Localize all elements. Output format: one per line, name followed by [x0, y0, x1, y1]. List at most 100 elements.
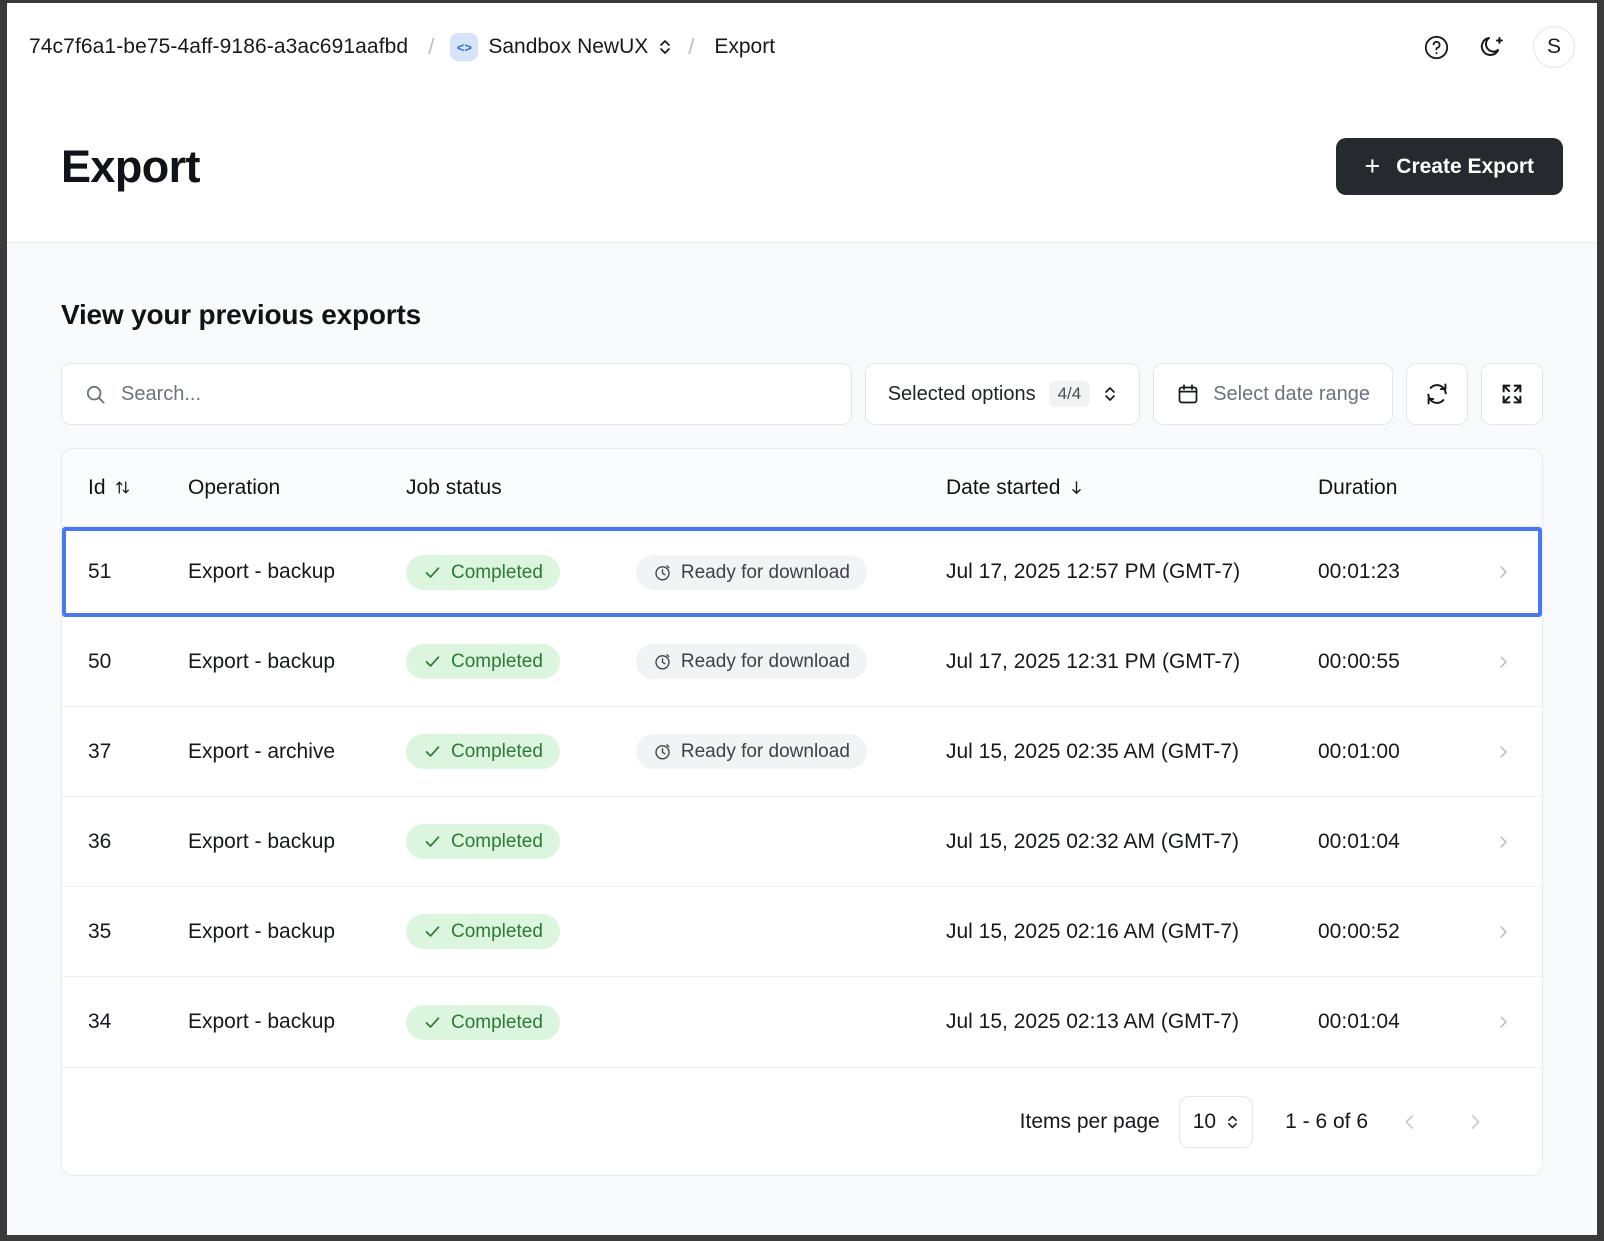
cell-id: 37 [88, 739, 112, 763]
column-header-operation[interactable]: Operation [188, 476, 406, 500]
check-icon [423, 742, 442, 761]
row-chevron-right-icon[interactable] [1494, 743, 1516, 761]
expand-button[interactable] [1481, 363, 1543, 425]
chevron-up-down-icon[interactable] [658, 36, 672, 58]
check-icon [423, 563, 442, 582]
cell-job-status: Completed [406, 824, 946, 859]
cell-date-started: Jul 17, 2025 12:31 PM (GMT-7) [946, 649, 1241, 673]
row-chevron-right-icon[interactable] [1494, 923, 1516, 941]
check-icon [423, 1013, 442, 1032]
exports-table: Id Operation Job status Date started [61, 448, 1543, 1176]
download-badge: Ready for download [635, 644, 867, 679]
page-header: Export + Create Export [7, 91, 1597, 243]
cell-operation: Export - backup [188, 560, 336, 583]
cell-job-status: Completed [406, 914, 946, 949]
column-header-duration[interactable]: Duration [1318, 476, 1516, 500]
column-header-job-status[interactable]: Job status [406, 476, 946, 500]
items-per-page-label: Items per page [1019, 1109, 1160, 1133]
refresh-button[interactable] [1406, 363, 1468, 425]
column-header-date-started-label: Date started [946, 475, 1061, 499]
table-toolbar: Selected options 4/4 Select date range [61, 363, 1543, 425]
status-badge-label: Completed [451, 741, 543, 762]
chevron-left-icon[interactable] [1387, 1099, 1433, 1145]
cell-id: 50 [88, 649, 112, 673]
breadcrumb-separator-2: / [688, 34, 695, 59]
cell-job-status: Completed [406, 1004, 946, 1040]
sort-updown-icon [114, 479, 131, 496]
items-per-page-value: 10 [1192, 1109, 1217, 1133]
create-export-button[interactable]: + Create Export [1335, 138, 1563, 195]
items-per-page-select[interactable]: 10 [1178, 1095, 1254, 1148]
cell-id: 35 [88, 919, 112, 943]
cell-operation: Export - archive [188, 739, 336, 763]
column-header-id[interactable]: Id [88, 476, 188, 500]
cell-duration: 00:00:52 [1318, 919, 1400, 943]
row-chevron-right-icon[interactable] [1494, 1013, 1516, 1031]
chevron-up-down-icon [1226, 1112, 1239, 1132]
create-export-label: Create Export [1396, 154, 1534, 178]
help-circle-icon[interactable] [1421, 32, 1451, 62]
table-row[interactable]: 51 Export - backup Completed Ready for down… [62, 527, 1542, 617]
cell-date-started: Jul 15, 2025 02:16 AM (GMT-7) [946, 919, 1239, 943]
status-badge-label: Completed [451, 651, 543, 672]
cell-duration: 00:01:23 [1318, 560, 1400, 583]
cell-date-started: Jul 15, 2025 02:32 AM (GMT-7) [946, 829, 1239, 853]
table-header-row: Id Operation Job status Date started [62, 449, 1542, 527]
table-row[interactable]: 37 Export - archive Completed Ready for dow… [62, 707, 1542, 797]
chevron-up-down-icon [1103, 383, 1117, 405]
status-badge: Completed [406, 554, 560, 590]
column-header-duration-label: Duration [1318, 475, 1398, 499]
table-row[interactable]: 35 Export - backup Completed Jul 15, 2025 0… [62, 887, 1542, 977]
table-row[interactable]: 50 Export - backup Completed Ready for down… [62, 617, 1542, 707]
download-badge: Ready for download [635, 554, 867, 590]
expand-icon [1499, 381, 1525, 407]
cell-operation: Export - backup [188, 829, 336, 853]
cell-duration: 00:01:04 [1318, 829, 1400, 853]
top-bar: 74c7f6a1-be75-4aff-9186-a3ac691aafbd / <… [7, 3, 1597, 91]
breadcrumb-project[interactable]: <> Sandbox NewUX [450, 33, 672, 61]
cell-operation: Export - backup [188, 1010, 336, 1033]
arrow-down-icon [1068, 479, 1085, 496]
download-badge: Ready for download [635, 734, 867, 769]
cell-job-status: Completed Ready for download [406, 734, 946, 769]
selected-options-dropdown[interactable]: Selected options 4/4 [864, 363, 1141, 425]
clock-icon [653, 563, 672, 582]
date-range-label: Select date range [1213, 382, 1370, 405]
chevron-right-icon[interactable] [1452, 1099, 1498, 1145]
table-row[interactable]: 36 Export - backup Completed Jul 15, 2025 0… [62, 797, 1542, 887]
row-chevron-right-icon[interactable] [1494, 833, 1516, 851]
avatar[interactable]: S [1533, 26, 1575, 68]
breadcrumb-current: Export [714, 35, 776, 58]
table-row[interactable]: 34 Export - backup Completed Jul 15, 2025 0… [62, 977, 1542, 1067]
row-chevron-right-icon[interactable] [1494, 563, 1516, 581]
cell-operation: Export - backup [188, 649, 336, 673]
download-badge-label: Ready for download [680, 561, 850, 583]
cell-duration: 00:00:55 [1318, 649, 1400, 673]
download-badge-label: Ready for download [680, 741, 850, 762]
moon-plus-icon[interactable] [1477, 32, 1507, 62]
code-brackets-icon: <> [450, 33, 479, 61]
status-badge: Completed [406, 824, 560, 859]
search-icon [84, 383, 107, 406]
breadcrumb: 74c7f6a1-be75-4aff-9186-a3ac691aafbd / <… [25, 33, 1421, 61]
status-badge-label: Completed [451, 921, 543, 942]
status-badge-label: Completed [451, 1011, 543, 1033]
pagination-range: 1 - 6 of 6 [1285, 1109, 1368, 1133]
cell-id: 36 [88, 829, 112, 853]
cell-date-started: Jul 15, 2025 02:13 AM (GMT-7) [946, 1010, 1239, 1033]
row-chevron-right-icon[interactable] [1494, 653, 1516, 671]
page-title: Export [61, 140, 201, 192]
search-box[interactable] [61, 363, 852, 425]
app-window: 74c7f6a1-be75-4aff-9186-a3ac691aafbd / <… [7, 3, 1597, 1235]
refresh-icon [1424, 381, 1450, 407]
column-header-job-status-label: Job status [406, 475, 502, 499]
selected-options-count: 4/4 [1048, 381, 1091, 407]
check-icon [423, 922, 442, 941]
check-icon [423, 832, 442, 851]
column-header-date-started[interactable]: Date started [946, 476, 1318, 500]
breadcrumb-org-id[interactable]: 74c7f6a1-be75-4aff-9186-a3ac691aafbd [29, 35, 409, 58]
date-range-picker[interactable]: Select date range [1153, 363, 1393, 425]
cell-date-started: Jul 15, 2025 02:35 AM (GMT-7) [946, 739, 1239, 763]
search-input[interactable] [121, 382, 829, 406]
top-bar-actions: S [1421, 26, 1575, 68]
